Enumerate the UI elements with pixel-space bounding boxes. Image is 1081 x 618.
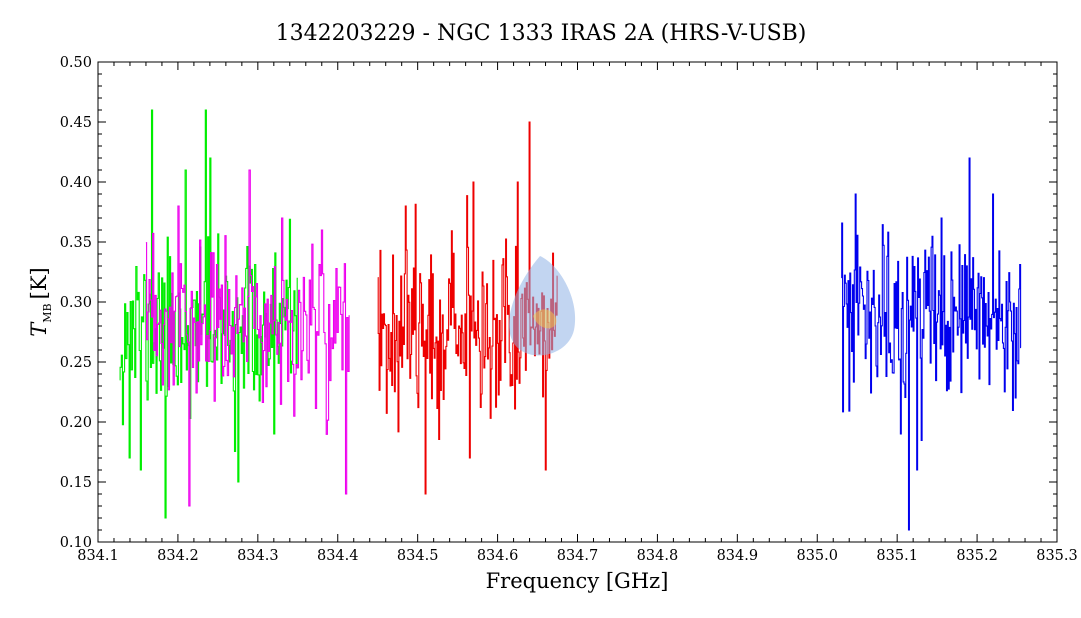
chart-title: 1342203229 - NGC 1333 IRAS 2A (HRS-V-USB…	[276, 21, 807, 46]
y-axis-label-subscript: MB	[41, 303, 54, 322]
y-axis-label: TMB [K]	[27, 267, 54, 336]
x-tick-label: 834.6	[477, 548, 519, 564]
x-tick-label: 835.1	[876, 548, 918, 564]
y-axis-label-symbol: T	[27, 321, 51, 337]
series-layer	[119, 109, 1022, 531]
x-tick-label: 834.3	[237, 548, 279, 564]
overlay-blob-marker	[509, 256, 576, 356]
x-axis-ticks: 834.1 834.2 834.3 834.4 834.5 834.6 834.7 834.8…	[77, 62, 1078, 564]
x-tick-label: 834.2	[157, 548, 199, 564]
x-tick-label: 834.5	[397, 548, 439, 564]
blob-glint	[533, 309, 557, 329]
x-tick-label: 834.8	[637, 548, 679, 564]
y-tick-label: 0.10	[60, 535, 92, 551]
spectrum-series-4	[841, 157, 1022, 531]
x-tick-label: 835.2	[956, 548, 998, 564]
x-tick-label: 834.9	[717, 548, 759, 564]
y-tick-label: 0.20	[60, 415, 92, 431]
svg-text:TMB[K]: TMB [K]	[27, 267, 54, 336]
y-tick-label: 0.30	[60, 295, 92, 311]
y-axis-ticks: 0.10 0.15 0.20 0.25 0.30 0.35 0.40 0.45 0.50	[60, 55, 1057, 551]
y-tick-label: 0.50	[60, 55, 92, 71]
y-tick-label: 0.40	[60, 175, 92, 191]
x-tick-label: 834.4	[317, 548, 359, 564]
y-tick-label: 0.25	[60, 355, 92, 371]
translucent-blob-icon	[509, 256, 576, 356]
x-axis-label: Frequency [GHz]	[486, 569, 669, 593]
y-axis-label-unit: [K]	[27, 267, 51, 299]
x-tick-label: 834.7	[557, 548, 599, 564]
y-tick-label: 0.45	[60, 115, 92, 131]
y-tick-label: 0.15	[60, 475, 92, 491]
spectrum-series-2	[145, 169, 350, 507]
x-tick-label: 835.0	[796, 548, 838, 564]
x-tick-label: 834.1	[77, 548, 119, 564]
y-tick-label: 0.35	[60, 235, 92, 251]
x-tick-label: 835.3	[1036, 548, 1078, 564]
